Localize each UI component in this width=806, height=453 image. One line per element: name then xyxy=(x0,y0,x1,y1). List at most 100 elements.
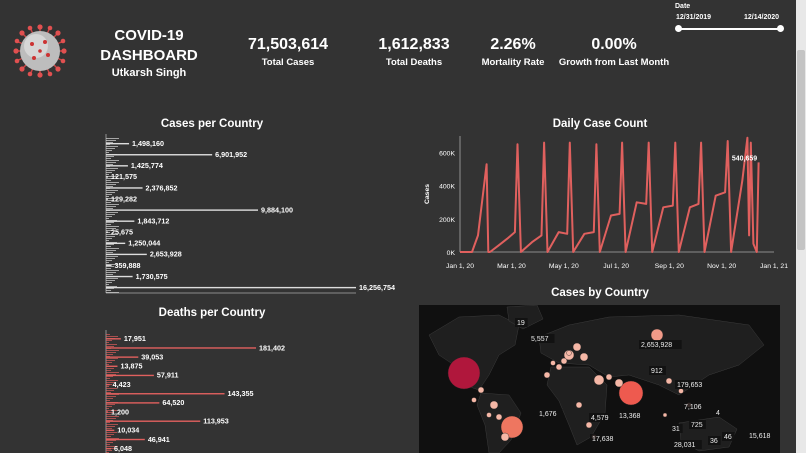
minor-bar xyxy=(106,234,118,235)
minor-bar xyxy=(106,256,118,257)
minor-bar xyxy=(106,378,110,379)
daily-case-count-chart[interactable]: 0K 200K 400K 600K Cases Jan 1, 20 Mar 1, 20 May… xyxy=(418,128,790,276)
minor-bar xyxy=(106,410,117,411)
minor-bar xyxy=(106,146,118,147)
y-tick-label: 0K xyxy=(447,250,456,257)
minor-bar xyxy=(106,184,116,185)
minor-bar xyxy=(106,280,115,281)
bar xyxy=(106,438,145,441)
x-tick-label: Nov 1, 20 xyxy=(707,263,736,270)
minor-bar xyxy=(106,442,113,443)
slider-handle-end[interactable] xyxy=(777,25,784,32)
bar xyxy=(106,253,147,256)
minor-bar xyxy=(106,242,117,243)
minor-bar xyxy=(106,148,115,149)
vertical-scrollbar[interactable] xyxy=(796,0,806,453)
bar xyxy=(106,209,258,211)
minor-bar xyxy=(106,186,113,187)
minor-bar xyxy=(106,248,119,249)
minor-bar xyxy=(106,418,116,419)
x-tick-label: Jul 1, 20 xyxy=(603,263,629,270)
map-label: 13,368 xyxy=(619,413,641,420)
minor-bar xyxy=(106,438,119,439)
minor-bar xyxy=(106,200,114,201)
map-bubble xyxy=(678,388,684,394)
minor-bar xyxy=(106,152,109,153)
minor-bar xyxy=(106,414,111,415)
bar-value-label: 1,498,160 xyxy=(132,139,164,148)
minor-bar xyxy=(106,260,112,261)
scrollbar-thumb[interactable] xyxy=(797,50,805,250)
bar xyxy=(106,411,108,413)
bar xyxy=(106,187,143,189)
minor-bar xyxy=(106,168,118,169)
minor-bar xyxy=(106,340,112,341)
bar-value-label: 13,875 xyxy=(120,362,142,371)
minor-bar xyxy=(106,346,114,347)
minor-bar xyxy=(106,196,109,197)
cases-map[interactable]: 19 5,557 2,653,928 912 179,653 1,676 4,579 13,3… xyxy=(419,305,780,453)
map-bubble xyxy=(614,378,624,388)
minor-bar xyxy=(106,408,109,409)
kpi-growth: 0.00% Growth from Last Month xyxy=(556,36,672,68)
kpi-mortality-rate: 2.26% Mortality Rate xyxy=(468,36,558,68)
map-labels: 19 5,557 2,653,928 912 179,653 1,676 4,579 13,3… xyxy=(515,318,777,449)
minor-bar xyxy=(106,156,114,157)
bar xyxy=(106,393,225,395)
map-label-bg xyxy=(529,334,555,343)
virus-icon xyxy=(12,24,68,78)
minor-bar xyxy=(106,182,119,183)
y-tick-label: 200K xyxy=(439,217,455,224)
map-label: 7,106 xyxy=(684,404,702,411)
bar xyxy=(106,242,126,245)
map-bubble xyxy=(543,371,551,379)
minor-bar xyxy=(106,160,119,161)
minor-bar xyxy=(106,382,115,383)
minor-bar xyxy=(106,216,112,217)
map-label: 912 xyxy=(651,368,663,375)
bar xyxy=(106,176,108,178)
minor-bar xyxy=(106,426,115,427)
bar-value-label: 143,355 xyxy=(228,389,254,398)
date-filter-start: 12/31/2019 xyxy=(676,14,712,21)
bar-value-label: 1,425,774 xyxy=(131,161,163,170)
map-label: 28,031 xyxy=(674,442,696,449)
map-bubble xyxy=(662,412,668,418)
minor-bar xyxy=(106,208,113,209)
minor-bar xyxy=(106,246,111,247)
bar-value-label: 64,520 xyxy=(162,398,184,407)
map-label-bg xyxy=(617,411,647,420)
minor-bar xyxy=(106,204,119,205)
minor-bar xyxy=(106,354,113,355)
minor-bar xyxy=(106,274,113,275)
bar-value-label: 16,256,754 xyxy=(359,283,395,292)
map-bubble xyxy=(605,373,613,381)
bar-value-label: 39,053 xyxy=(141,352,163,361)
bar-value-label: 113,953 xyxy=(203,417,229,426)
bar xyxy=(106,356,139,358)
bar-value-label: 57,911 xyxy=(157,371,179,380)
map-label: 2,653,928 xyxy=(641,342,672,349)
date-range-slider[interactable] xyxy=(675,25,784,32)
cases-per-country-chart[interactable]: 1,498,160 6,901,952 1,425,774 121,575 2,376,… xyxy=(0,130,420,300)
bar xyxy=(106,231,108,233)
map-label: 4,579 xyxy=(591,415,609,422)
bar-value-label: 10,034 xyxy=(117,426,139,435)
bar-value-label: 6,048 xyxy=(114,444,132,453)
map-bubble xyxy=(495,413,503,421)
minor-bar xyxy=(106,180,111,181)
minor-bar xyxy=(106,342,109,343)
map-label-bg xyxy=(515,318,528,327)
map-bubble xyxy=(572,342,582,352)
bar-value-label: 25,675 xyxy=(111,228,133,237)
minor-bar xyxy=(106,266,114,267)
bar xyxy=(106,347,256,349)
slider-handle-start[interactable] xyxy=(675,25,682,32)
minor-bar xyxy=(106,350,119,351)
minor-bar xyxy=(106,352,116,353)
kpi-total-deaths: 1,612,833 Total Deaths xyxy=(364,36,464,68)
minor-bar xyxy=(106,392,111,393)
kpi-value: 0.00% xyxy=(591,36,637,53)
minor-bar xyxy=(106,416,119,417)
